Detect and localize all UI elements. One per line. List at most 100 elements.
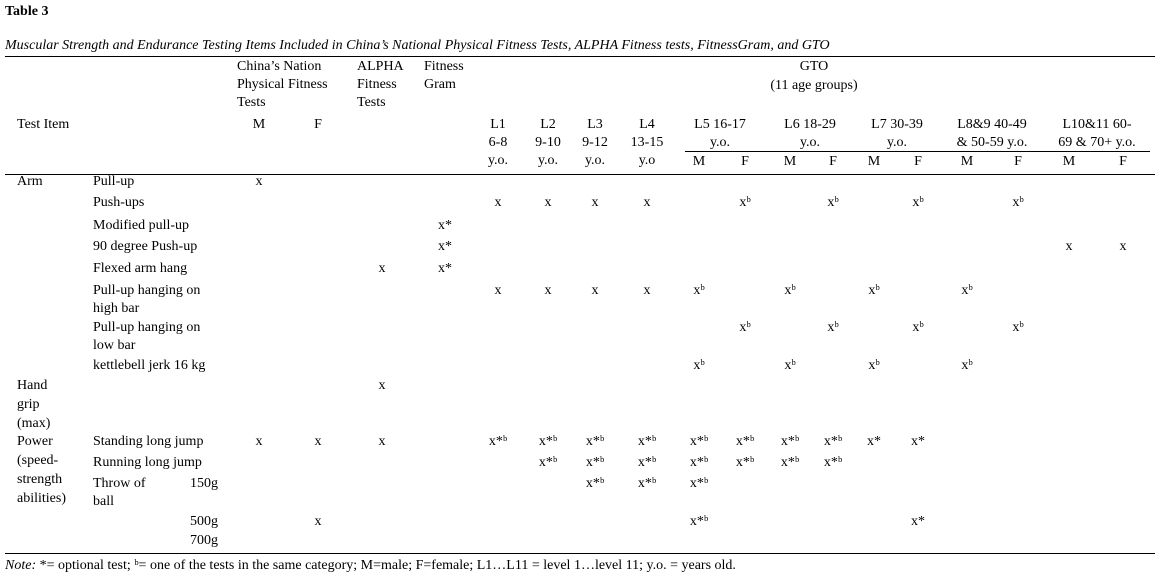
row-item: 90 degree Push-up bbox=[93, 239, 198, 254]
cell: xᵇ bbox=[784, 283, 796, 298]
level-header: L5 16-17 bbox=[694, 117, 746, 132]
row-group: abilities) bbox=[17, 491, 66, 506]
cell: x bbox=[1119, 239, 1127, 254]
row-item: Pull-up bbox=[93, 174, 135, 189]
cell: x*ᵇ bbox=[585, 476, 605, 491]
sex-header: F bbox=[1119, 154, 1127, 169]
row-group: (speed- bbox=[17, 453, 59, 468]
cell: xᵇ bbox=[1012, 195, 1024, 210]
level-header: 9-12 bbox=[582, 135, 608, 150]
sex-header: M bbox=[692, 154, 706, 169]
sex-header: F bbox=[741, 154, 749, 169]
bottom-rule bbox=[5, 553, 1155, 554]
row-weight: 150g bbox=[190, 476, 218, 491]
cell: xᵇ bbox=[868, 358, 880, 373]
level-header: & 50-59 y.o. bbox=[956, 135, 1028, 150]
row-item: Pull-up hanging on bbox=[93, 320, 201, 335]
cell: xᵇ bbox=[784, 358, 796, 373]
cell: x bbox=[544, 283, 552, 298]
level-header: y.o. bbox=[487, 153, 509, 168]
row-item: Modified pull-up bbox=[93, 218, 190, 233]
group-header: China’s Nation bbox=[237, 59, 322, 74]
cell: x*ᵇ bbox=[780, 434, 800, 449]
level-header: y.o. bbox=[537, 153, 559, 168]
level-header: L10&11 60- bbox=[1062, 117, 1132, 132]
table-caption: Muscular Strength and Endurance Testing … bbox=[5, 38, 830, 53]
group-header: Gram bbox=[424, 77, 456, 92]
header-rule bbox=[5, 174, 1155, 175]
cell: x bbox=[314, 434, 322, 449]
cell: xᵇ bbox=[961, 283, 973, 298]
group-header: GTO bbox=[799, 59, 829, 74]
column-header: Test Item bbox=[17, 117, 70, 132]
level-header: y.o bbox=[638, 153, 656, 168]
cell: xᵇ bbox=[912, 195, 924, 210]
note-label: Note: bbox=[5, 558, 37, 573]
cell: x bbox=[544, 195, 552, 210]
level-header: 13-15 bbox=[630, 135, 664, 150]
level-header: y.o. bbox=[799, 135, 821, 150]
cell: xᵇ bbox=[1012, 320, 1024, 335]
level-header: L4 bbox=[639, 117, 655, 132]
level-header: L3 bbox=[587, 117, 603, 132]
cell: x bbox=[378, 378, 386, 393]
row-group: (max) bbox=[17, 416, 51, 431]
level-header: y.o. bbox=[584, 153, 606, 168]
level-header: L6 18-29 bbox=[784, 117, 836, 132]
cell: x bbox=[591, 283, 599, 298]
row-weight: 500g bbox=[190, 514, 218, 529]
cell: x*ᵇ bbox=[637, 434, 657, 449]
group-header: Physical Fitness bbox=[237, 77, 328, 92]
sex-header: F bbox=[914, 154, 922, 169]
row-item: kettlebell jerk 16 kg bbox=[93, 358, 206, 373]
row-item: low bar bbox=[93, 338, 136, 353]
cell: xᵇ bbox=[827, 195, 839, 210]
cell: x*ᵇ bbox=[735, 434, 755, 449]
level-header: y.o. bbox=[709, 135, 731, 150]
cell: xᵇ bbox=[912, 320, 924, 335]
row-group: Hand bbox=[17, 378, 48, 393]
cell: x bbox=[591, 195, 599, 210]
cell: x*ᵇ bbox=[823, 455, 843, 470]
cell: x bbox=[314, 514, 322, 529]
group-header: Tests bbox=[357, 95, 386, 110]
cell: x*ᵇ bbox=[735, 455, 755, 470]
sex-header: M bbox=[783, 154, 797, 169]
level-header: L7 30-39 bbox=[871, 117, 923, 132]
sex-header: M bbox=[867, 154, 881, 169]
row-item: Push-ups bbox=[93, 195, 145, 210]
cell: xᵇ bbox=[739, 195, 751, 210]
group-header: Tests bbox=[237, 95, 266, 110]
row-item: Pull-up hanging on bbox=[93, 283, 201, 298]
cell: x bbox=[494, 283, 502, 298]
cell: x bbox=[643, 195, 651, 210]
top-rule bbox=[5, 56, 1155, 57]
cell: x*ᵇ bbox=[689, 514, 709, 529]
level-header: L2 bbox=[540, 117, 556, 132]
cell: x*ᵇ bbox=[488, 434, 508, 449]
cell: xᵇ bbox=[739, 320, 751, 335]
level-header: L8&9 40-49 bbox=[957, 117, 1027, 132]
cell: x*ᵇ bbox=[538, 434, 558, 449]
sex-header: F bbox=[829, 154, 837, 169]
row-item: Flexed arm hang bbox=[93, 261, 188, 276]
level-header: y.o. bbox=[886, 135, 908, 150]
cell: x bbox=[1065, 239, 1073, 254]
cell: x*ᵇ bbox=[538, 455, 558, 470]
cell: x bbox=[378, 434, 386, 449]
cell: x*ᵇ bbox=[689, 455, 709, 470]
group-header: (11 age groups) bbox=[770, 78, 858, 93]
row-group: grip bbox=[17, 397, 40, 412]
cell: x*ᵇ bbox=[780, 455, 800, 470]
cell: x*ᵇ bbox=[585, 434, 605, 449]
cell: x bbox=[255, 174, 263, 189]
row-item: ball bbox=[93, 494, 114, 509]
cell: xᵇ bbox=[868, 283, 880, 298]
row-item: Running long jump bbox=[93, 455, 202, 470]
row-weight: 700g bbox=[190, 533, 218, 548]
level-header: 69 & 70+ y.o. bbox=[1058, 135, 1136, 150]
row-group: Power bbox=[17, 434, 53, 449]
cell: x* bbox=[438, 218, 452, 233]
cell: x*ᵇ bbox=[823, 434, 843, 449]
